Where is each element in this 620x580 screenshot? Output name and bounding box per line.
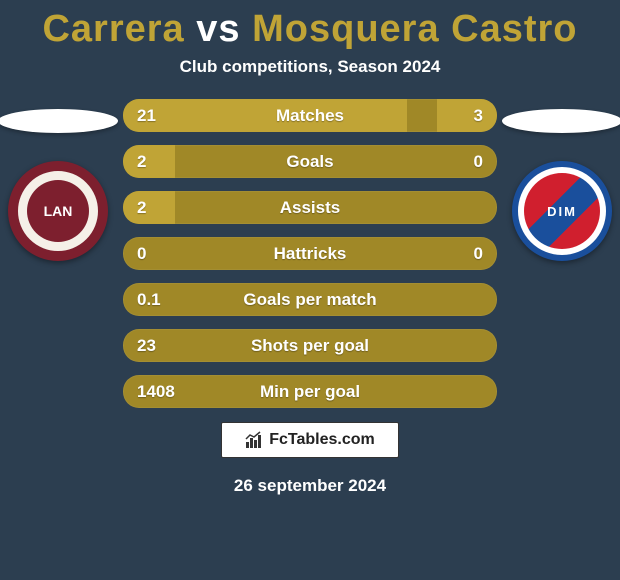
platform-oval-left: [0, 109, 118, 133]
stat-value-right: 0: [474, 237, 483, 270]
stat-label: Goals per match: [123, 283, 497, 316]
date-label: 26 september 2024: [0, 476, 620, 496]
stat-value-right: 3: [474, 99, 483, 132]
brand-badge: FcTables.com: [221, 422, 399, 458]
logo-left-container: LAN: [0, 109, 118, 261]
club-crest-right-inner: DIM: [524, 173, 600, 249]
subtitle: Club competitions, Season 2024: [0, 57, 620, 77]
stat-value-right: 0: [474, 145, 483, 178]
stat-label: Hattricks: [123, 237, 497, 270]
stat-row: 2Goals0: [123, 145, 497, 178]
stat-label: Matches: [123, 99, 497, 132]
brand-text: FcTables.com: [269, 431, 375, 449]
stat-label: Shots per goal: [123, 329, 497, 362]
title-player2: Mosquera Castro: [252, 8, 577, 50]
platform-oval-right: [502, 109, 620, 133]
chart-icon: [245, 431, 263, 449]
club-crest-left: LAN: [8, 161, 108, 261]
title-vs: vs: [196, 8, 240, 50]
comparison-bars: 21Matches32Goals02Assists0Hattricks00.1G…: [123, 99, 497, 408]
club-crest-left-inner: LAN: [27, 180, 89, 242]
stat-label: Assists: [123, 191, 497, 224]
page-title: Carrera vs Mosquera Castro: [0, 0, 620, 57]
stat-row: 23Shots per goal: [123, 329, 497, 362]
comparison-content: LAN DIM 21Matches32Goals02Assists0Hattri…: [0, 99, 620, 408]
stat-label: Goals: [123, 145, 497, 178]
stat-row: 2Assists: [123, 191, 497, 224]
club-crest-right: DIM: [512, 161, 612, 261]
stat-row: 21Matches3: [123, 99, 497, 132]
stat-row: 0Hattricks0: [123, 237, 497, 270]
title-player1: Carrera: [42, 8, 184, 50]
logo-right-container: DIM: [502, 109, 620, 261]
stat-row: 1408Min per goal: [123, 375, 497, 408]
stat-label: Min per goal: [123, 375, 497, 408]
stat-row: 0.1Goals per match: [123, 283, 497, 316]
